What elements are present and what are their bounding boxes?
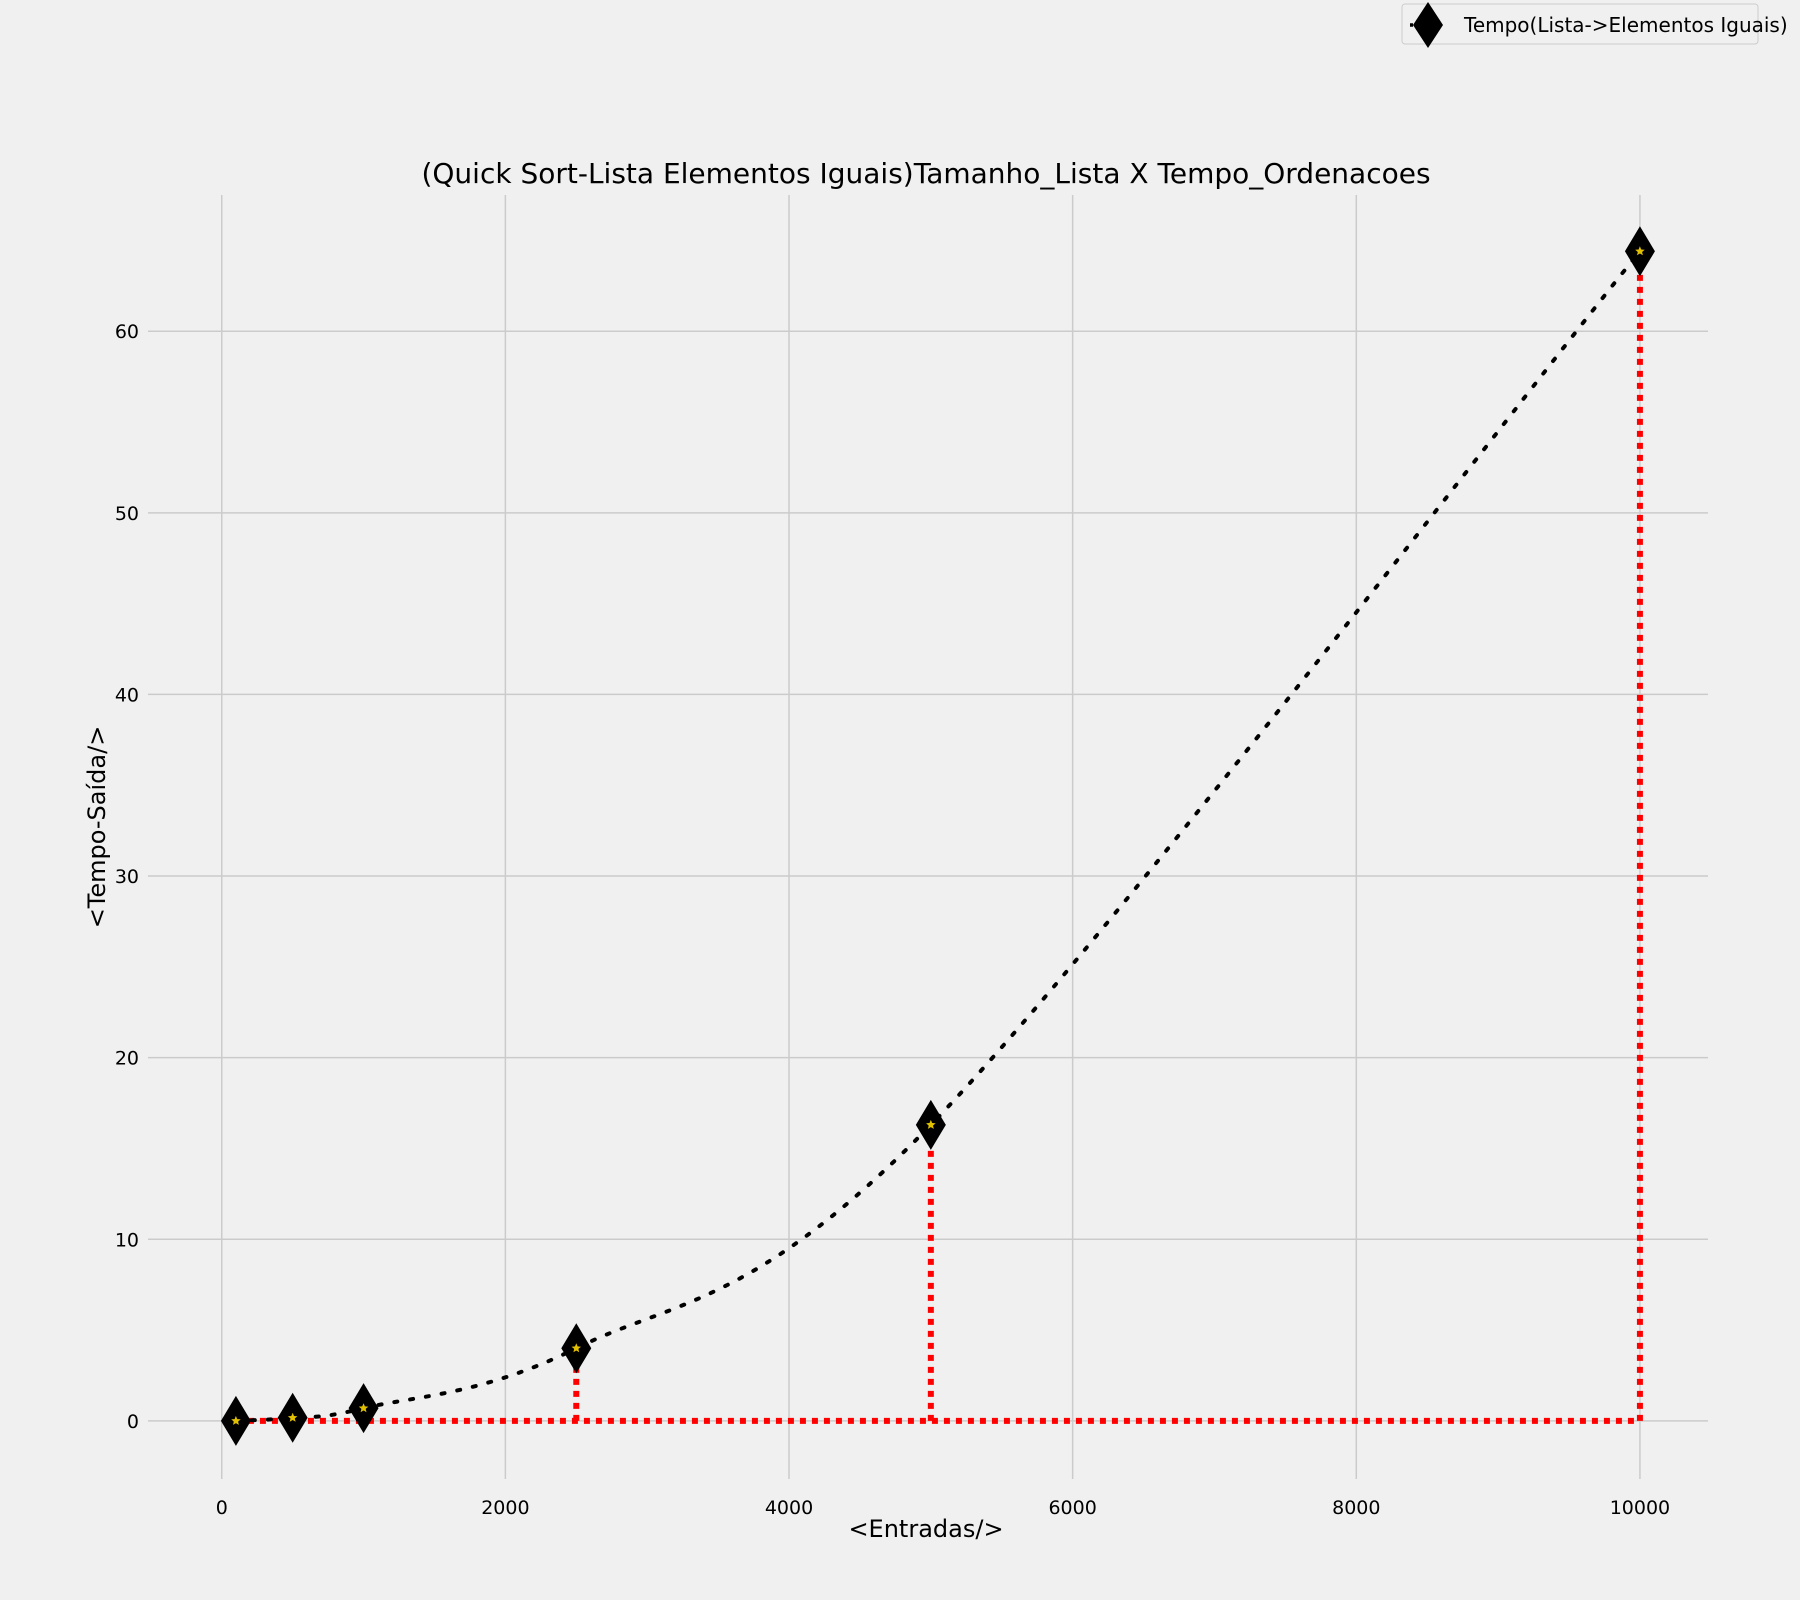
series-markers [220, 226, 1655, 1446]
data-point-star [358, 1403, 369, 1413]
projection-lines [235, 251, 1643, 1424]
y-tick-label: 50 [115, 503, 139, 525]
y-tick-label: 20 [115, 1048, 139, 1070]
legend: Tempo(Lista->Elementos Iguais) [1401, 2, 1788, 48]
x-tick-label: 8000 [1332, 1497, 1380, 1519]
y-axis-ticks: 0 10 20 30 40 50 60 [115, 321, 139, 1433]
x-axis-ticks: 0 2000 4000 6000 8000 10000 [216, 1497, 1670, 1519]
x-tick-label: 0 [216, 1497, 228, 1519]
x-tick-label: 10000 [1610, 1497, 1670, 1519]
data-point-star [1635, 246, 1645, 256]
y-tick-label: 30 [115, 866, 139, 888]
y-tick-label: 40 [115, 684, 139, 706]
y-tick-label: 10 [115, 1229, 139, 1251]
y-tick-label: 0 [127, 1411, 139, 1433]
y-axis-label: <Tempo-Saída/> [83, 726, 111, 929]
legend-label: Tempo(Lista->Elementos Iguais) [1463, 13, 1788, 37]
series-line [233, 249, 1642, 1423]
data-point-star [287, 1412, 298, 1422]
data-point-star [231, 1415, 241, 1425]
x-axis-label: <Entradas/> [848, 1515, 1003, 1543]
y-tick-label: 60 [115, 321, 139, 343]
x-tick-label: 2000 [481, 1497, 529, 1519]
legend-box [1401, 3, 1759, 45]
legend-diamond-icon [1413, 2, 1443, 48]
data-point-star [926, 1119, 936, 1129]
data-point-star [571, 1343, 581, 1353]
chart-title: (Quick Sort-Lista Elementos Iguais)Taman… [421, 157, 1430, 190]
x-tick-label: 6000 [1048, 1497, 1096, 1519]
x-tick-label: 4000 [765, 1497, 813, 1519]
series-curve [233, 249, 1642, 1423]
